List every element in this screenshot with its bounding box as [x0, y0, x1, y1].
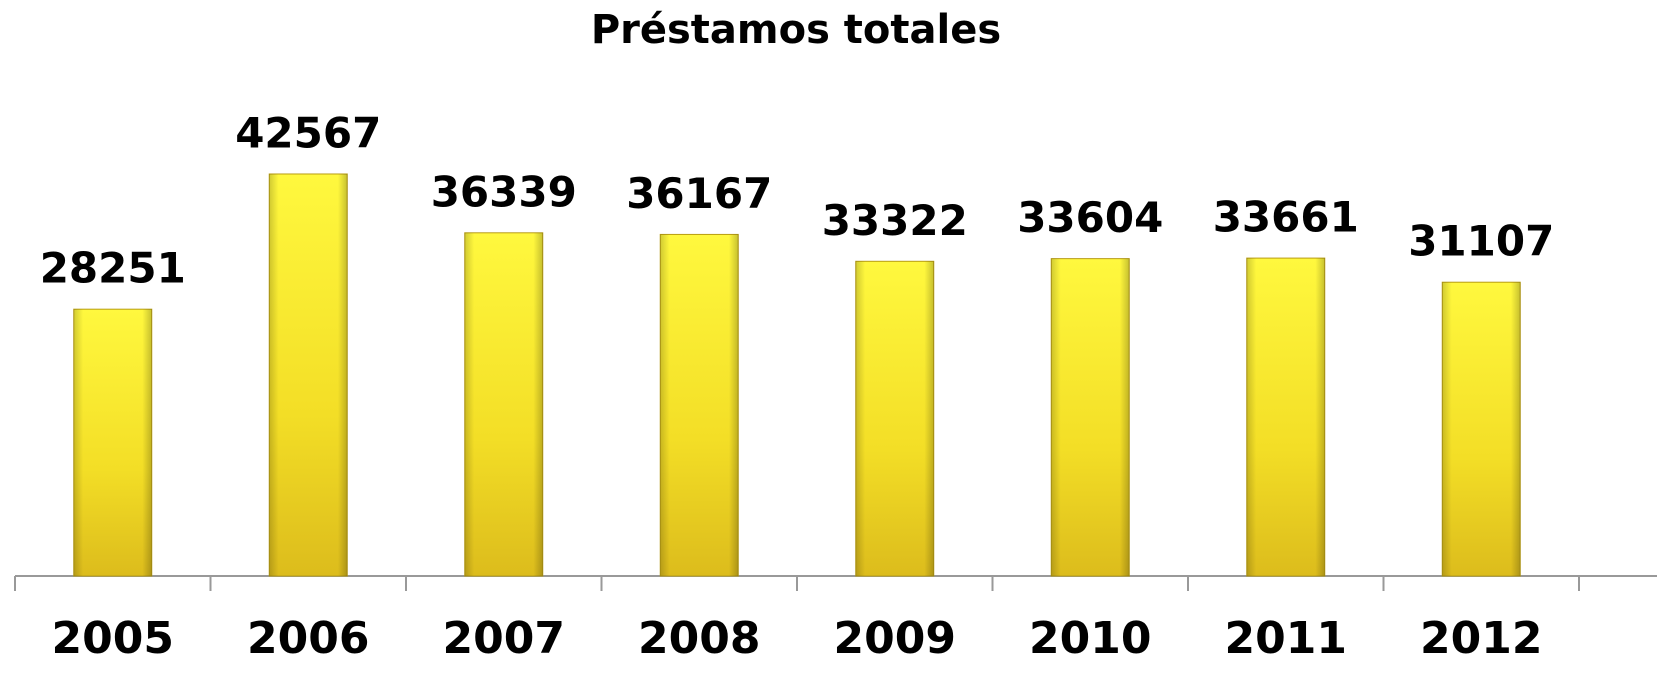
bar — [1246, 257, 1326, 577]
data-label: 33322 — [822, 196, 968, 245]
x-tick-label: 2010 — [1029, 613, 1151, 664]
bar — [659, 233, 739, 577]
data-label: 33604 — [1017, 193, 1163, 242]
x-tick-label: 2006 — [247, 613, 369, 664]
bar — [73, 308, 153, 577]
bar-group — [659, 233, 739, 577]
bar-group — [464, 232, 544, 577]
bar-group — [855, 260, 935, 577]
bar — [1441, 281, 1521, 577]
data-label: 42567 — [235, 108, 381, 157]
x-tick-label: 2008 — [638, 613, 760, 664]
chart-title: Préstamos totales — [591, 7, 1001, 53]
bar — [1050, 258, 1130, 577]
x-tick-label: 2005 — [52, 613, 174, 664]
bar-group — [73, 308, 153, 577]
bar-group — [1050, 258, 1130, 577]
bar — [268, 173, 348, 577]
x-tick-label: 2011 — [1225, 613, 1347, 664]
data-label: 36167 — [626, 169, 772, 218]
x-tick-label: 2012 — [1420, 613, 1542, 664]
data-label: 33661 — [1213, 193, 1359, 242]
bar — [855, 260, 935, 577]
x-tick-label: 2009 — [834, 613, 956, 664]
bar — [464, 232, 544, 577]
bar-group — [268, 173, 348, 577]
bar-group — [1441, 281, 1521, 577]
data-label: 28251 — [40, 244, 186, 293]
x-tick-label: 2007 — [443, 613, 565, 664]
bar-group — [1246, 257, 1326, 577]
data-label: 31107 — [1408, 217, 1554, 266]
data-label: 36339 — [431, 167, 577, 216]
